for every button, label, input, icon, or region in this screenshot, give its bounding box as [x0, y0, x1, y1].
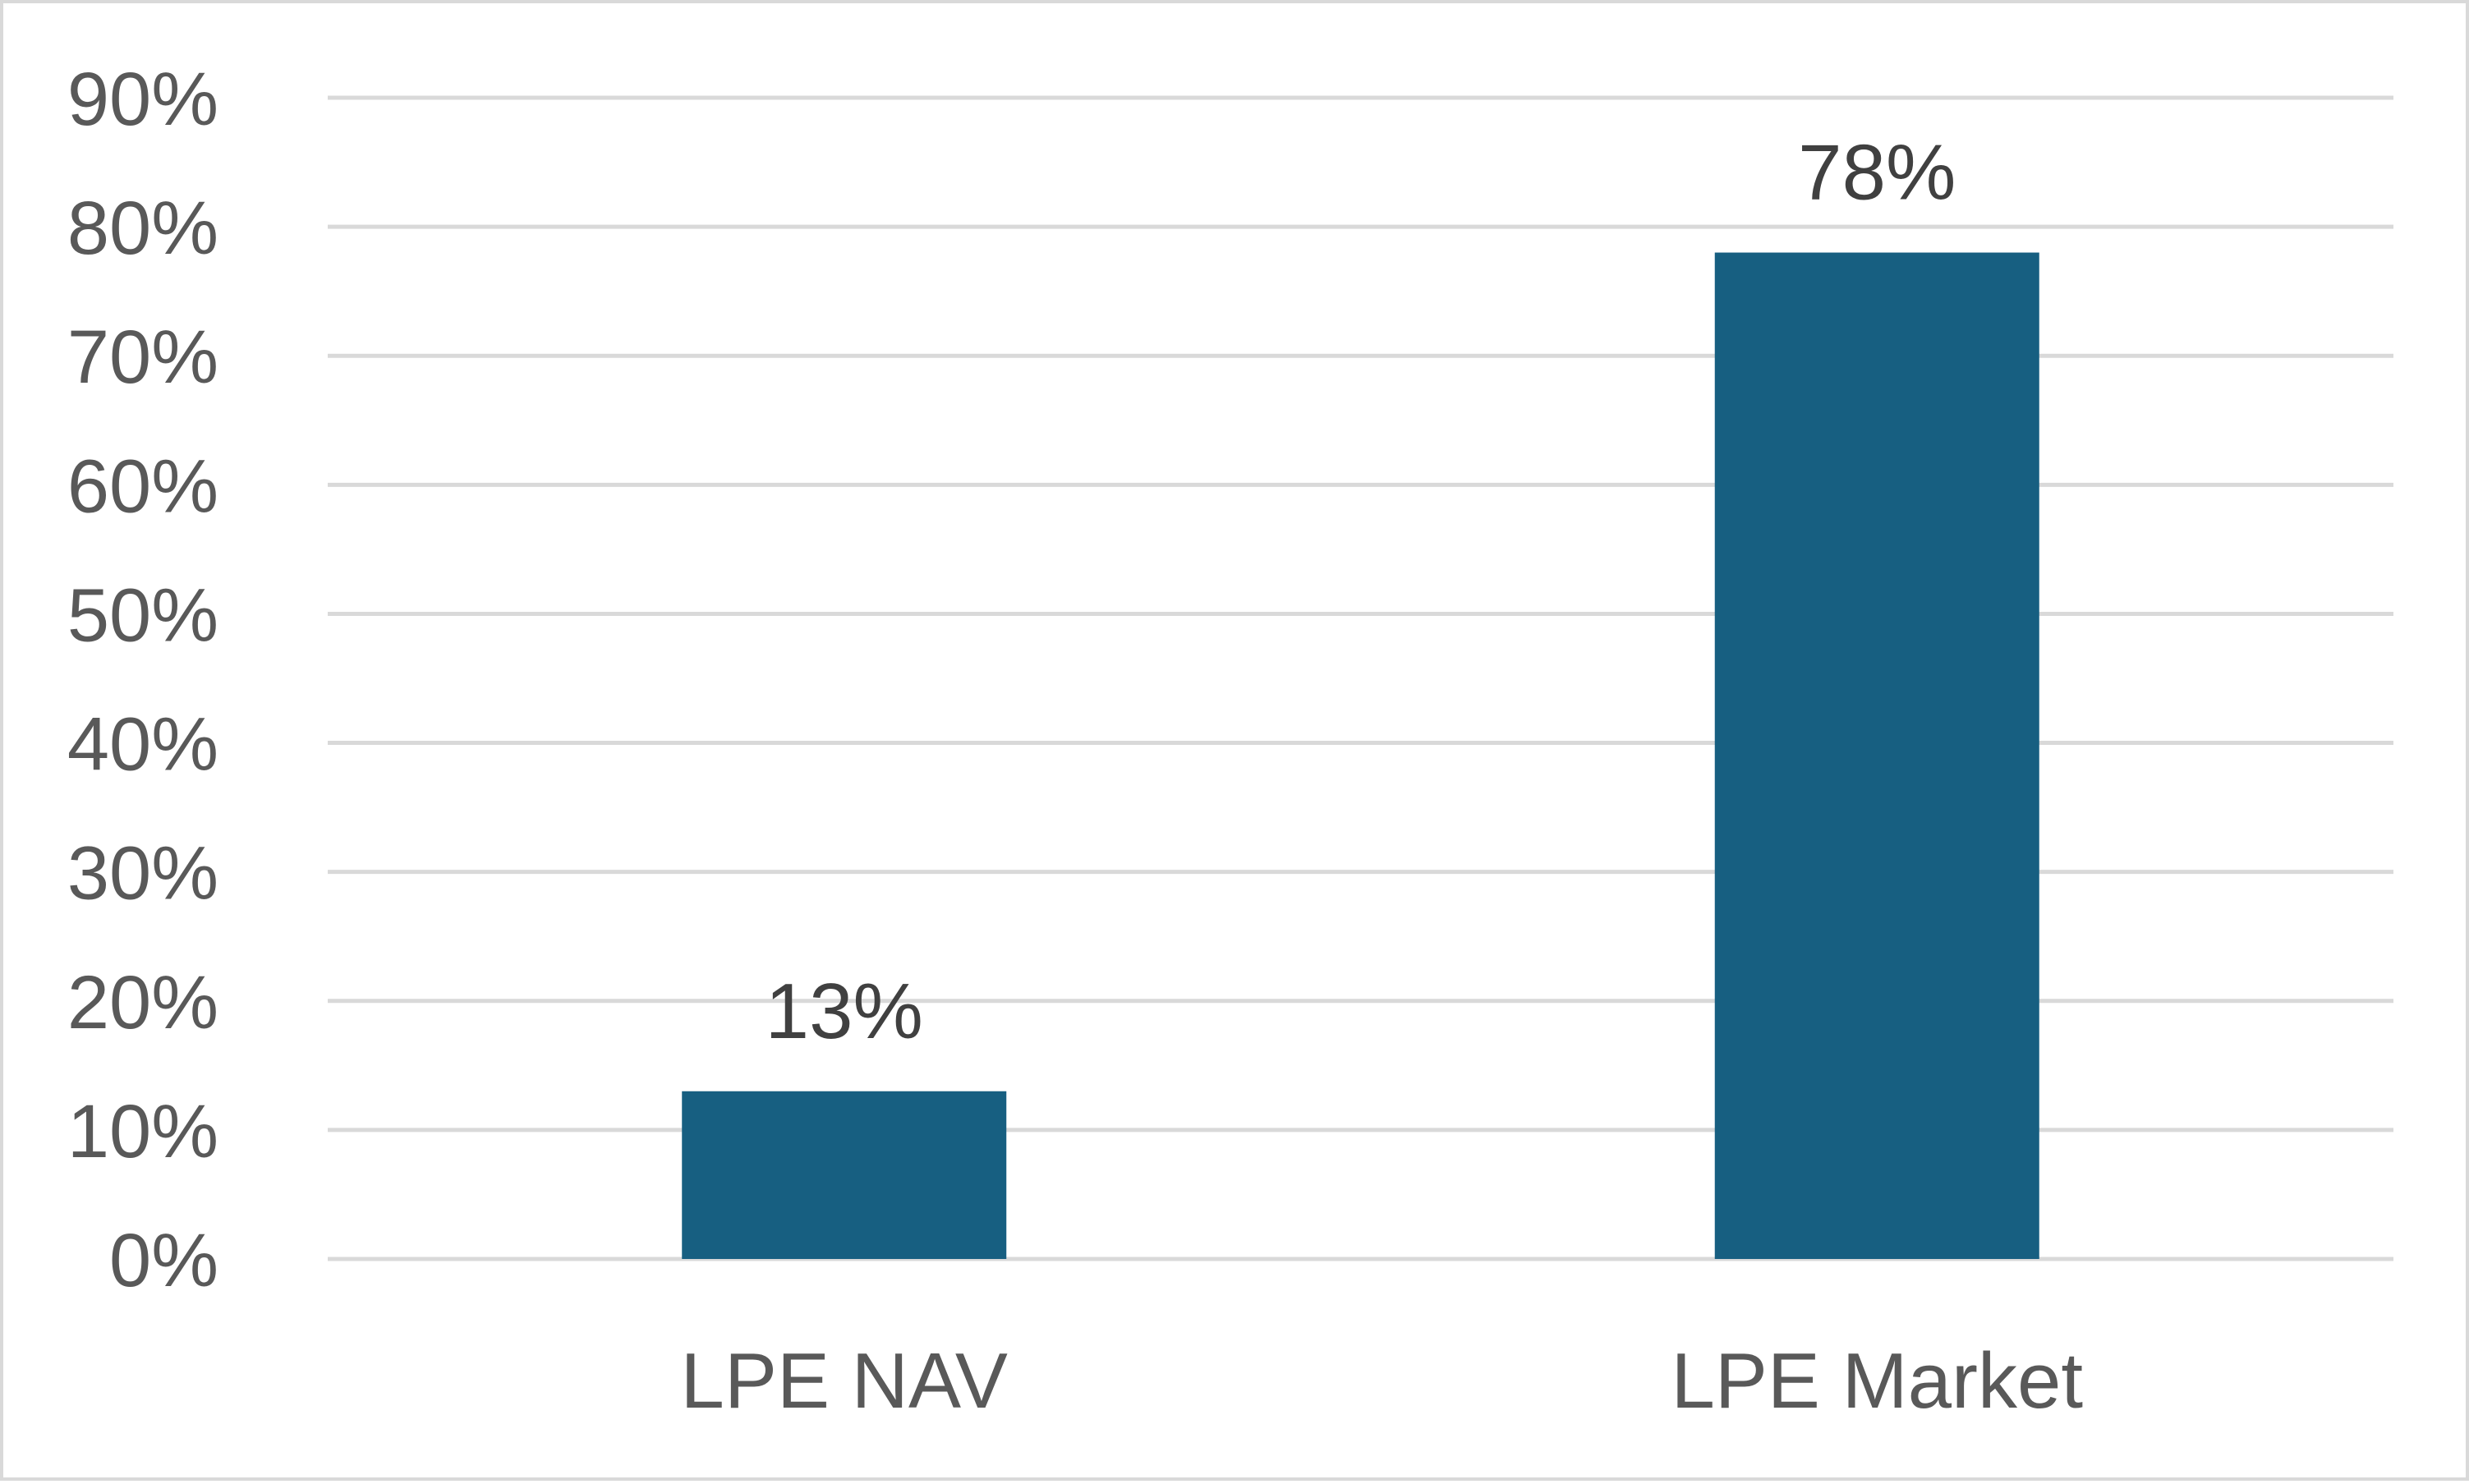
y-tick-label: 50%: [67, 573, 218, 657]
y-tick-label: 60%: [67, 444, 218, 528]
y-tick-label: 20%: [67, 961, 218, 1045]
y-tick-label: 0%: [109, 1219, 218, 1303]
y-tick-label: 80%: [67, 186, 218, 270]
bar-chart: 0% 10% 20% 30% 40% 50% 60% 70% 80% 90% 13% 78% LPE…: [67, 57, 2393, 1425]
category-label: LPE Market: [1671, 1337, 2083, 1425]
gridlines: [328, 95, 2393, 1261]
data-labels: 13% 78%: [766, 129, 1956, 1055]
bars: [682, 252, 2039, 1259]
category-label: LPE NAV: [681, 1337, 1008, 1425]
x-axis-category-labels: LPE NAV LPE Market: [681, 1337, 2083, 1425]
y-tick-label: 40%: [67, 703, 218, 787]
y-tick-label: 70%: [67, 315, 218, 399]
y-tick-label: 30%: [67, 832, 218, 916]
bar-lpe-nav: [682, 1091, 1007, 1259]
data-label: 78%: [1798, 129, 1956, 217]
y-axis-tick-labels: 0% 10% 20% 30% 40% 50% 60% 70% 80% 90%: [67, 57, 218, 1303]
y-tick-label: 90%: [67, 57, 218, 141]
bar-lpe-market: [1714, 252, 2039, 1259]
y-tick-label: 10%: [67, 1090, 218, 1174]
data-label: 13%: [766, 967, 923, 1055]
